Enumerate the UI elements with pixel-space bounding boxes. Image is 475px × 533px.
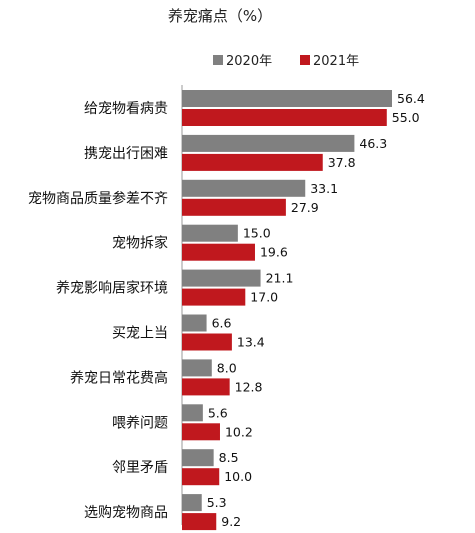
bar-2021	[182, 243, 255, 261]
value-label-2020: 15.0	[243, 226, 271, 241]
bar-2020	[182, 224, 238, 242]
value-label-2020: 46.3	[359, 136, 387, 151]
value-label-2020: 6.6	[212, 316, 232, 331]
category-label: 养宠日常花费高	[70, 369, 168, 386]
chart-title: 养宠痛点（%）	[168, 7, 272, 25]
category-label: 给宠物看病贵	[84, 101, 168, 117]
legend-label-2021: 2021年	[313, 54, 359, 69]
bar-2021	[182, 513, 217, 531]
bars	[182, 90, 392, 531]
bar-2020	[182, 134, 355, 152]
bar-2020	[182, 269, 261, 287]
legend-label-2020: 2020年	[226, 54, 272, 69]
value-label-2020: 8.0	[217, 360, 237, 375]
value-label-2020: 56.4	[397, 91, 425, 106]
bar-2021	[182, 333, 232, 351]
bar-2020	[182, 449, 214, 467]
category-label: 宠物商品质量参差不齐	[28, 190, 168, 207]
value-labels: 56.4 55.0 46.337.8 33.1 27.9 15.0 19.6 21.1 17.0…	[207, 91, 425, 529]
category-label: 养宠影响居家环境	[56, 280, 168, 297]
bar-2021	[182, 109, 387, 126]
value-label-2021: 19.6	[260, 245, 288, 260]
value-label-2020: 33.1	[310, 181, 338, 196]
category-label: 买宠上当	[112, 326, 168, 342]
value-label-2020: 8.5	[219, 450, 239, 465]
bar-2021	[182, 423, 220, 441]
value-label-2021: 10.2	[225, 424, 253, 439]
category-labels: 给宠物看病贵携宠出行困难宠物商品质量参差不齐宠物拆家养宠影响居家环境买宠上当养宠…	[28, 101, 168, 521]
value-label-2021: 27.9	[291, 200, 319, 215]
value-label-2020: 5.3	[207, 495, 227, 510]
category-label: 选购宠物商品	[84, 505, 168, 521]
category-label: 宠物拆家	[112, 235, 168, 252]
bar-2021	[182, 198, 286, 216]
bar-2020	[182, 494, 202, 512]
value-label-2021: 13.4	[237, 335, 265, 350]
category-label: 携宠出行困难	[84, 146, 168, 162]
bar-2021	[182, 153, 323, 171]
value-label-2021: 17.0	[250, 290, 278, 305]
value-label-2021: 10.0	[224, 469, 252, 484]
bar-2020	[182, 314, 207, 332]
legend-swatch-2021	[300, 55, 310, 65]
value-label-2021: 55.0	[392, 110, 420, 125]
bar-2021	[182, 288, 246, 306]
bar-2020	[182, 359, 212, 377]
bar-2021	[182, 378, 230, 396]
value-label-2020: 5.6	[208, 405, 228, 420]
bar-2021	[182, 468, 220, 486]
value-label-2021: 12.8	[235, 379, 263, 394]
bar-2020	[182, 404, 203, 422]
value-label-2021: 37.8	[328, 155, 356, 170]
legend: 2020年 2021年	[213, 54, 359, 69]
bar-2020	[182, 90, 392, 107]
bar-2020	[182, 179, 306, 197]
value-label-2021: 9.2	[221, 514, 241, 529]
category-label: 喂养问题	[112, 415, 168, 431]
category-label: 邻里矛盾	[112, 460, 168, 476]
legend-swatch-2020	[213, 55, 223, 65]
value-label-2020: 21.1	[266, 271, 294, 286]
